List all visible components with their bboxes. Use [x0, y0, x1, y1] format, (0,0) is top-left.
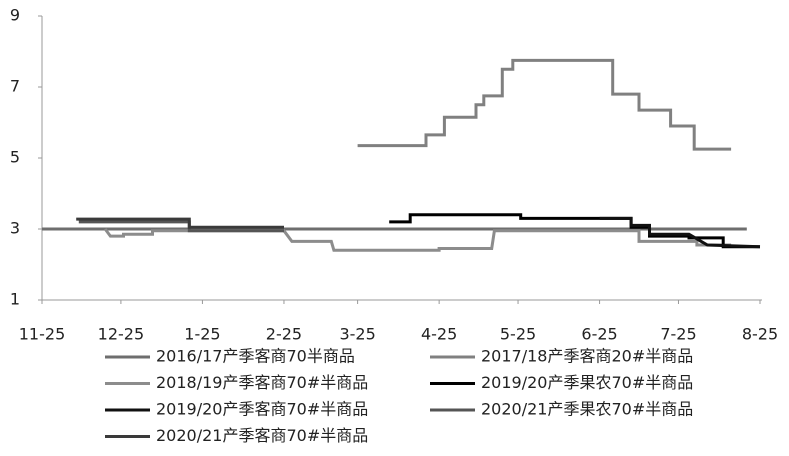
- y-tick-label: 5: [10, 148, 20, 167]
- y-tick-label: 1: [10, 290, 20, 309]
- x-tick-label: 6-25: [581, 325, 617, 344]
- x-tick-label: 3-25: [339, 325, 375, 344]
- x-tick-label: 7-25: [660, 325, 696, 344]
- legend-label: 2016/17产季客商70半商品: [156, 347, 355, 366]
- y-tick-label: 7: [10, 77, 20, 96]
- legend-label: 2017/18产季客商20#半商品: [481, 347, 693, 366]
- series-line: [76, 217, 284, 229]
- series-line: [357, 58, 732, 151]
- legend-label: 2018/19产季客商70#半商品: [156, 373, 368, 392]
- x-tick-label: 1-25: [184, 325, 220, 344]
- x-tick-label: 12-25: [98, 325, 145, 344]
- series-line: [103, 228, 732, 252]
- y-tick-label: 3: [10, 219, 20, 238]
- legend-label: 2019/20产季果农70#半商品: [481, 373, 693, 392]
- x-tick-label: 11-25: [19, 325, 66, 344]
- legend-label: 2019/20产季客商70#半商品: [156, 400, 368, 419]
- x-tick-label: 4-25: [421, 325, 457, 344]
- x-tick-label: 5-25: [500, 325, 536, 344]
- y-tick-label: 9: [10, 6, 20, 25]
- series-line: [599, 216, 761, 249]
- x-tick-label: 2-25: [266, 325, 302, 344]
- legend-label: 2020/21产季果农70#半商品: [481, 400, 693, 419]
- legend-label: 2020/21产季客商70#半商品: [156, 426, 368, 445]
- series-line: [389, 213, 760, 249]
- x-tick-label: 8-25: [742, 325, 778, 344]
